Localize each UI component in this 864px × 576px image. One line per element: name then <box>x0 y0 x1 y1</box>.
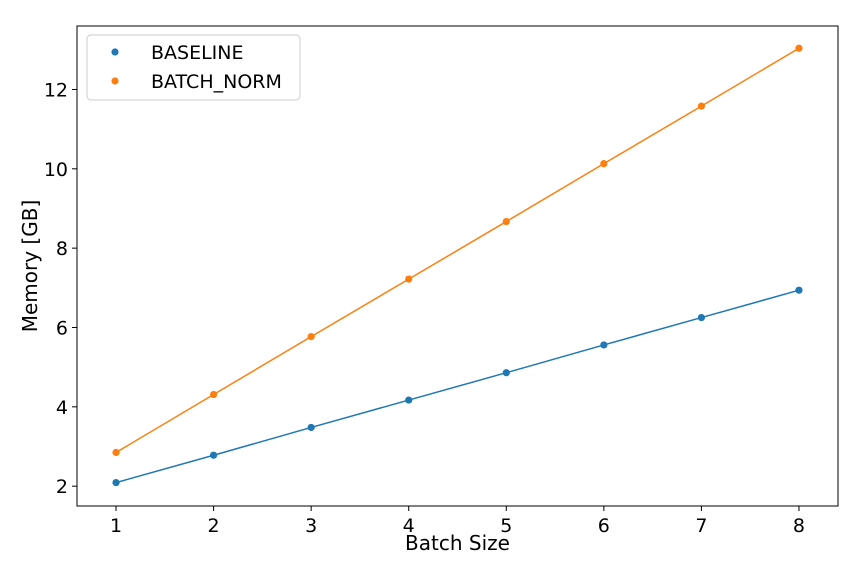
x-tick-label: 8 <box>793 515 805 537</box>
data-point-baseline <box>502 369 510 377</box>
y-tick-label: 8 <box>56 238 68 260</box>
data-point-baseline <box>405 396 413 404</box>
data-point-batch-norm <box>502 217 510 226</box>
plot-frame <box>76 25 839 507</box>
data-point-baseline <box>112 478 120 487</box>
legend-marker-baseline <box>111 48 119 56</box>
x-tick-label: 6 <box>598 515 610 537</box>
x-axis-label: Batch Size <box>405 531 510 555</box>
series-line-baseline <box>115 289 800 484</box>
x-tick-label: 4 <box>403 515 415 537</box>
series-layer <box>112 44 803 487</box>
plot-area <box>77 26 838 506</box>
legend: BASELINE BATCH_NORM <box>86 34 301 101</box>
legend-label-baseline: BASELINE <box>151 42 244 64</box>
legend-label-batch-norm: BATCH_NORM <box>151 71 282 93</box>
data-point-batch-norm <box>697 102 706 110</box>
x-tick-label: 2 <box>208 515 220 537</box>
data-point-batch-norm <box>307 333 315 341</box>
y-tick-label: 12 <box>44 79 68 101</box>
y-axis-label: Memory [GB] <box>18 200 42 333</box>
data-point-baseline <box>795 286 803 294</box>
x-tick-label: 5 <box>500 515 512 537</box>
data-point-baseline <box>209 451 218 459</box>
y-tick-label: 10 <box>44 159 68 181</box>
y-tick-label: 4 <box>56 397 68 419</box>
y-tick-label: 6 <box>56 317 68 339</box>
x-tick-label: 1 <box>110 515 122 537</box>
data-point-baseline <box>307 423 315 432</box>
y-tick-label: 2 <box>56 476 68 498</box>
data-point-batch-norm <box>209 390 218 399</box>
series-line-batch-norm <box>115 47 800 454</box>
data-point-batch-norm <box>795 44 803 52</box>
data-point-baseline <box>600 341 608 349</box>
data-point-batch-norm <box>600 160 608 168</box>
y-axis-ticks: 2 4 6 8 10 12 <box>44 79 77 498</box>
data-point-batch-norm <box>405 275 413 283</box>
x-tick-label: 3 <box>305 515 317 537</box>
data-point-baseline <box>697 313 706 322</box>
legend-marker-batch-norm <box>111 77 119 85</box>
data-point-batch-norm <box>112 448 120 457</box>
legend-box <box>86 34 301 101</box>
x-tick-label: 7 <box>695 515 707 537</box>
x-axis-ticks: 1 2 3 4 5 6 7 8 <box>110 506 805 537</box>
